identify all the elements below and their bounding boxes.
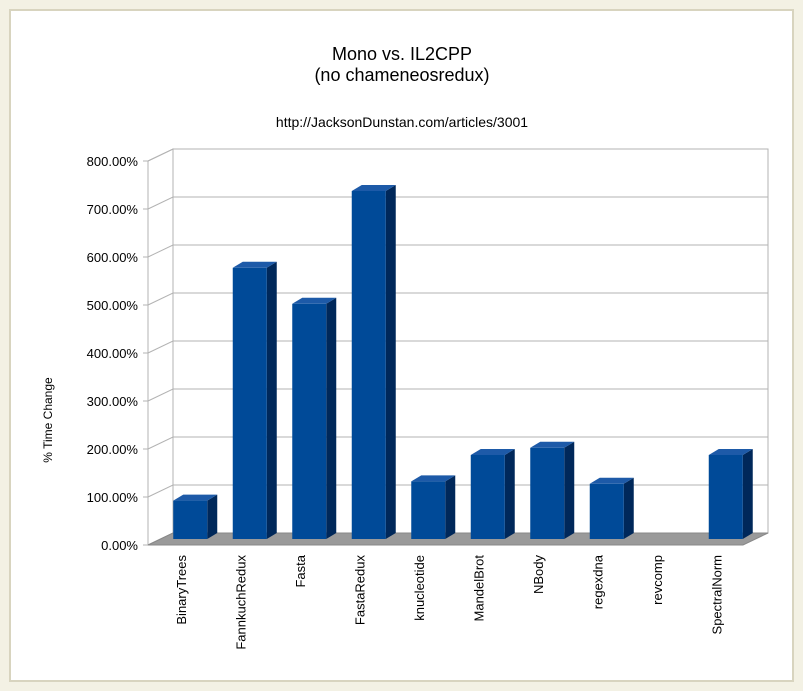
y-tick-label: 800.00% bbox=[87, 154, 139, 169]
x-tick-label: BinaryTrees bbox=[174, 555, 189, 625]
bar-top bbox=[470, 449, 515, 455]
bar-top bbox=[173, 494, 218, 501]
grid-line bbox=[147, 292, 768, 306]
annotation: http://JacksonDunstan.com/articles/3001 bbox=[276, 114, 528, 130]
chart-title: Mono vs. IL2CPP bbox=[332, 44, 472, 64]
x-tick-label: SpectralNorm bbox=[709, 555, 724, 634]
y-axis-label: % Time Change bbox=[41, 377, 55, 463]
y-tick-label: 200.00% bbox=[87, 442, 139, 457]
y-tick-label: 300.00% bbox=[87, 394, 139, 409]
x-tick-label: NBody bbox=[531, 555, 546, 595]
bar-side bbox=[445, 475, 456, 539]
y-tick-label: 400.00% bbox=[87, 346, 139, 361]
x-tick-label: revcomp bbox=[650, 555, 665, 605]
bar-top bbox=[292, 297, 337, 304]
chart-subtitle: (no chameneosredux) bbox=[314, 65, 489, 85]
bar-side bbox=[266, 261, 277, 539]
bar bbox=[530, 447, 565, 539]
y-tick-label: 100.00% bbox=[87, 490, 139, 505]
bar-side bbox=[742, 449, 753, 539]
bar bbox=[351, 191, 386, 539]
bar bbox=[708, 455, 743, 539]
bar-side bbox=[326, 297, 337, 539]
bar-top bbox=[708, 449, 753, 455]
x-tick-label: Fasta bbox=[293, 554, 308, 587]
bar-side bbox=[564, 441, 575, 539]
x-tick-label: MandelBrot bbox=[471, 555, 486, 622]
y-tick-label: 600.00% bbox=[87, 250, 139, 265]
grid-line bbox=[147, 388, 768, 402]
bar-top bbox=[589, 477, 634, 484]
grid-line bbox=[147, 196, 768, 210]
bar bbox=[232, 267, 267, 539]
bar-top bbox=[530, 441, 575, 448]
bar-side bbox=[504, 449, 515, 539]
bar-top bbox=[411, 475, 456, 482]
bar-top bbox=[232, 261, 277, 268]
grid-line bbox=[147, 148, 768, 162]
x-tick-label: knucleotide bbox=[412, 555, 427, 621]
x-tick-label: regexdna bbox=[590, 554, 605, 609]
bar bbox=[411, 481, 446, 539]
x-tick-label: FastaRedux bbox=[352, 555, 367, 626]
bar-side bbox=[385, 185, 396, 539]
bar-side bbox=[623, 477, 634, 539]
y-tick-label: 700.00% bbox=[87, 202, 139, 217]
bar bbox=[292, 303, 327, 539]
grid-line bbox=[147, 340, 768, 354]
y-tick-label: 0.00% bbox=[101, 538, 138, 553]
x-tick-label: FannkuchRedux bbox=[233, 555, 248, 650]
bar bbox=[470, 455, 505, 539]
grid-line bbox=[147, 436, 768, 450]
bar-side bbox=[207, 494, 218, 539]
bar bbox=[589, 483, 624, 539]
bar-top bbox=[351, 185, 396, 191]
bar bbox=[173, 500, 208, 539]
grid-line bbox=[147, 244, 768, 258]
y-tick-label: 500.00% bbox=[87, 298, 139, 313]
